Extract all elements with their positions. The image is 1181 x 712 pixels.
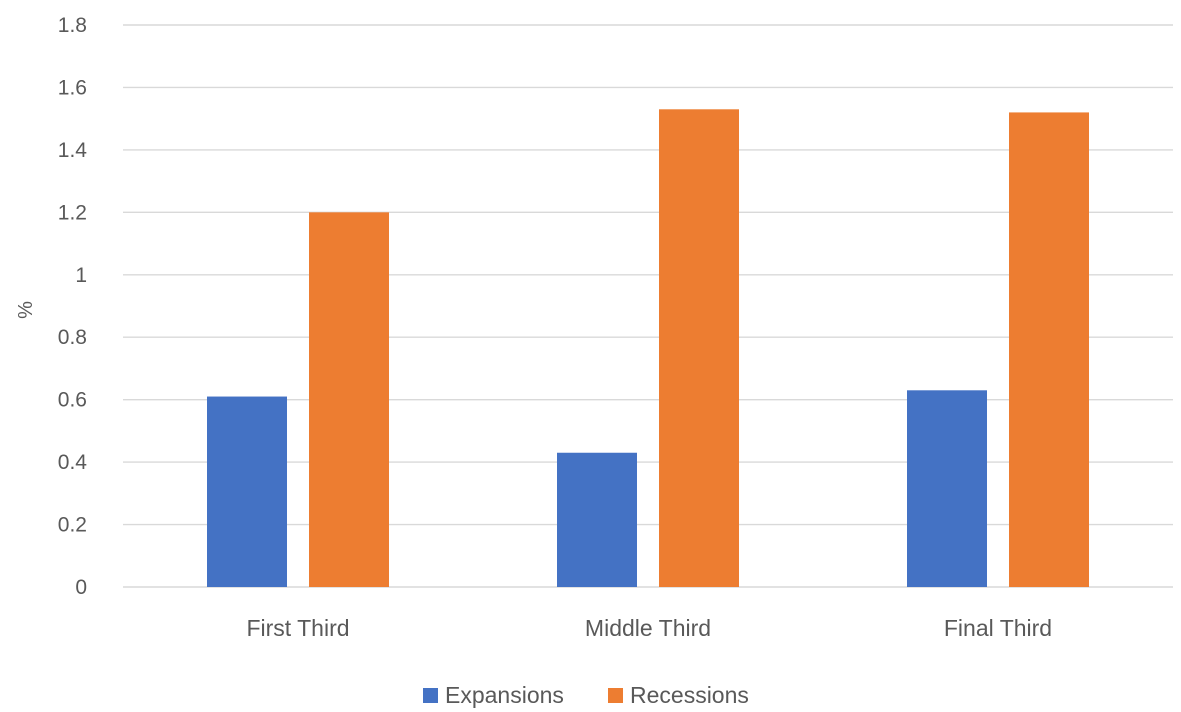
bars [207, 109, 1089, 588]
y-tick-label: 1.2 [58, 201, 87, 224]
gridlines [123, 24, 1173, 588]
bar-expansions-middle-third [557, 452, 637, 587]
x-axis-categories: First Third Middle Third Final Third [246, 615, 1052, 641]
y-tick-label: 0.2 [58, 514, 87, 537]
y-axis-title: % [15, 301, 37, 319]
legend-swatch [608, 688, 623, 703]
y-tick-label: 0.4 [58, 451, 88, 474]
legend-item-recessions: Recessions [608, 682, 749, 708]
y-tick-label: 0.6 [58, 389, 87, 412]
legend-swatch [423, 688, 438, 703]
bar-recessions-final-third [1009, 112, 1089, 587]
bar-recessions-middle-third [659, 109, 739, 588]
y-tick-label: 1 [75, 264, 87, 287]
bar-recessions-first-third [309, 212, 389, 588]
legend-item-expansions: Expansions [423, 682, 564, 708]
x-category-label: Final Third [944, 615, 1052, 641]
y-tick-label: 1.6 [58, 76, 87, 99]
legend-label: Recessions [630, 682, 749, 708]
y-tick-label: 1.8 [58, 14, 87, 37]
y-axis-ticks: 0 0.2 0.4 0.6 0.8 1 1.2 1.4 1.6 1.8 [58, 14, 88, 599]
bar-expansions-final-third [907, 390, 987, 587]
y-tick-label: 0 [75, 576, 87, 599]
x-category-label: Middle Third [585, 615, 711, 641]
legend: Expansions Recessions [423, 682, 749, 708]
x-category-label: First Third [246, 615, 349, 641]
legend-label: Expansions [445, 682, 564, 708]
y-tick-label: 0.8 [58, 326, 87, 349]
bar-expansions-first-third [207, 396, 287, 587]
y-tick-label: 1.4 [58, 139, 88, 162]
